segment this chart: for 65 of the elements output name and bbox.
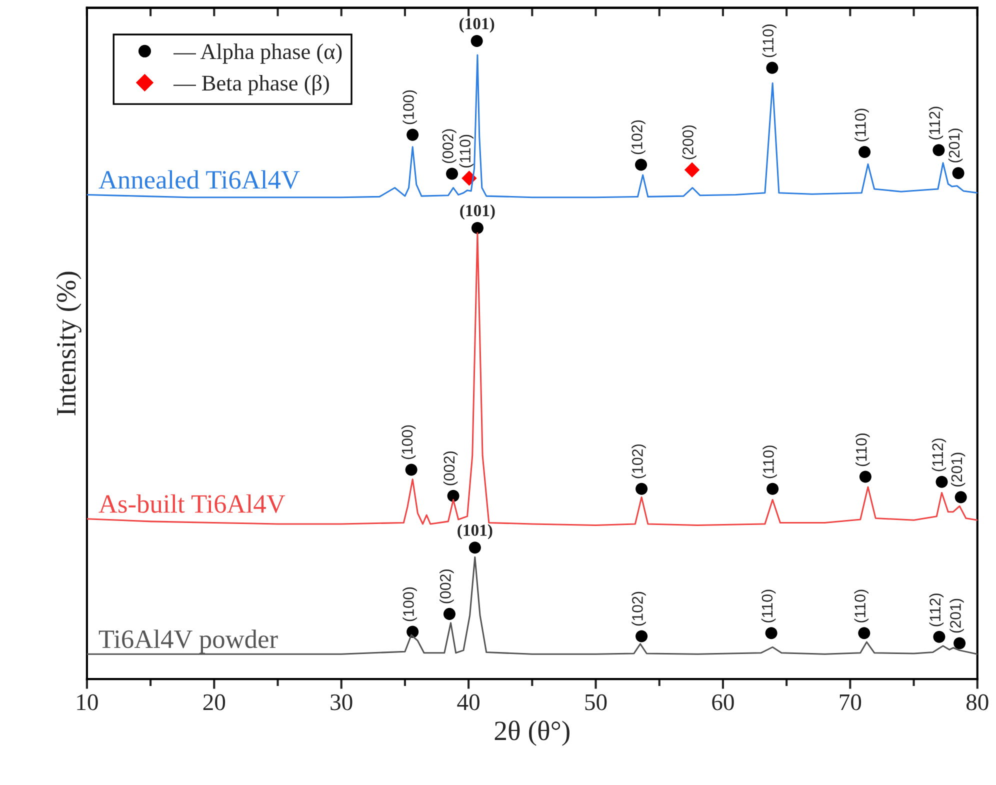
point: [406, 128, 419, 141]
annotation: (101): [460, 204, 495, 220]
annotation: (110): [762, 446, 777, 478]
annotation: (112): [932, 438, 946, 472]
point: [952, 167, 964, 180]
annotation: (102): [632, 592, 646, 626]
annotation: (102): [631, 120, 646, 154]
annotation: (112): [928, 106, 944, 140]
point: [635, 158, 648, 171]
point: [858, 146, 871, 158]
x-tick-label: 70: [840, 694, 862, 710]
x-tick-label: 30: [330, 694, 352, 710]
annotation: (110): [854, 108, 869, 142]
x-axis-title: 2θ (θ°): [494, 720, 570, 746]
legend-label: — Alpha phase (α): [173, 44, 342, 64]
point: [766, 482, 779, 495]
series-label: Annealed Ti6Al4V: [98, 170, 300, 189]
point: [858, 627, 870, 640]
point: [468, 542, 481, 554]
point: [636, 482, 648, 495]
y-axis-title: Intensity (%): [56, 272, 82, 416]
annotation: (201): [948, 128, 963, 162]
point: [471, 222, 484, 234]
annotation: (110): [856, 433, 870, 466]
series-label: As-built Ti6Al4V: [98, 494, 286, 514]
x-tick-label: 20: [203, 694, 226, 710]
annotation: (110): [459, 134, 474, 168]
point: [636, 630, 648, 642]
x-tick-label: 80: [966, 694, 988, 710]
annotation: (110): [854, 590, 868, 622]
point: [932, 144, 945, 156]
annotation: (100): [401, 425, 416, 460]
annotation: (100): [402, 587, 417, 622]
annotation: (101): [460, 18, 494, 33]
point: [954, 491, 967, 504]
annotation: (002): [443, 451, 458, 486]
annotation: (112): [929, 594, 944, 626]
annotation: (110): [761, 590, 776, 622]
annotation: (102): [632, 444, 646, 478]
annotation: (002): [440, 570, 454, 604]
point: [443, 608, 456, 620]
legend-label: — Beta phase (β): [173, 74, 329, 96]
annotation: (100): [402, 90, 417, 124]
point: [859, 470, 872, 483]
point: [954, 637, 966, 650]
point: [447, 490, 460, 502]
point: [470, 35, 483, 48]
x-tick-label: 60: [712, 694, 734, 710]
annotation: (201): [950, 598, 964, 633]
annotation: (200): [682, 125, 696, 160]
point: [936, 476, 948, 488]
x-tick-label: 50: [585, 694, 607, 710]
point: [405, 464, 418, 476]
annotation: (101): [458, 524, 492, 540]
point: [766, 62, 778, 74]
annotation: (002): [442, 129, 456, 164]
annotation: (110): [762, 24, 777, 58]
x-tick-label: 40: [457, 694, 480, 710]
annotation: (201): [950, 452, 966, 487]
point: [684, 162, 700, 178]
series-label: Ti6Al4V powder: [98, 630, 278, 654]
point: [446, 168, 458, 180]
point: [765, 627, 778, 640]
x-tick-label: 10: [77, 694, 98, 710]
point: [933, 630, 946, 643]
